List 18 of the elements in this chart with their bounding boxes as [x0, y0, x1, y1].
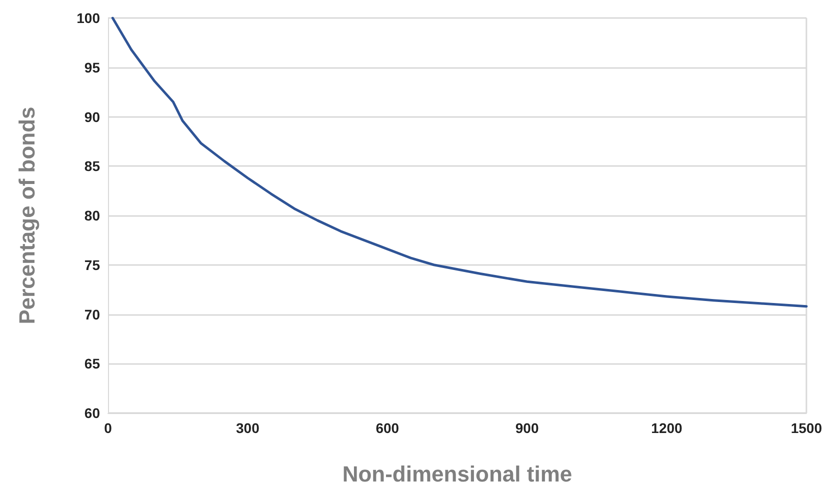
x-tick-label: 1200	[651, 420, 683, 436]
y-tick-label: 60	[84, 405, 100, 421]
y-axis-title: Percentage of bonds	[14, 106, 40, 324]
x-axis-title: Non-dimensional time	[342, 462, 572, 486]
x-tick-label: 900	[515, 420, 539, 436]
y-tick-label: 85	[84, 158, 100, 174]
y-tick-label: 80	[84, 208, 100, 224]
y-tick-label: 100	[76, 10, 100, 26]
x-tick-label: 600	[376, 420, 400, 436]
line-series	[111, 16, 808, 308]
y-tick-label: 65	[84, 356, 100, 372]
x-tick-label: 1500	[790, 420, 822, 436]
y-tick-label: 95	[84, 59, 100, 76]
y-tick-label: 90	[84, 108, 100, 125]
y-tick-label: 75	[84, 256, 100, 273]
x-tick-label: 0	[104, 420, 112, 436]
y-tick-label: 70	[84, 306, 100, 322]
x-tick-label: 300	[236, 420, 260, 436]
